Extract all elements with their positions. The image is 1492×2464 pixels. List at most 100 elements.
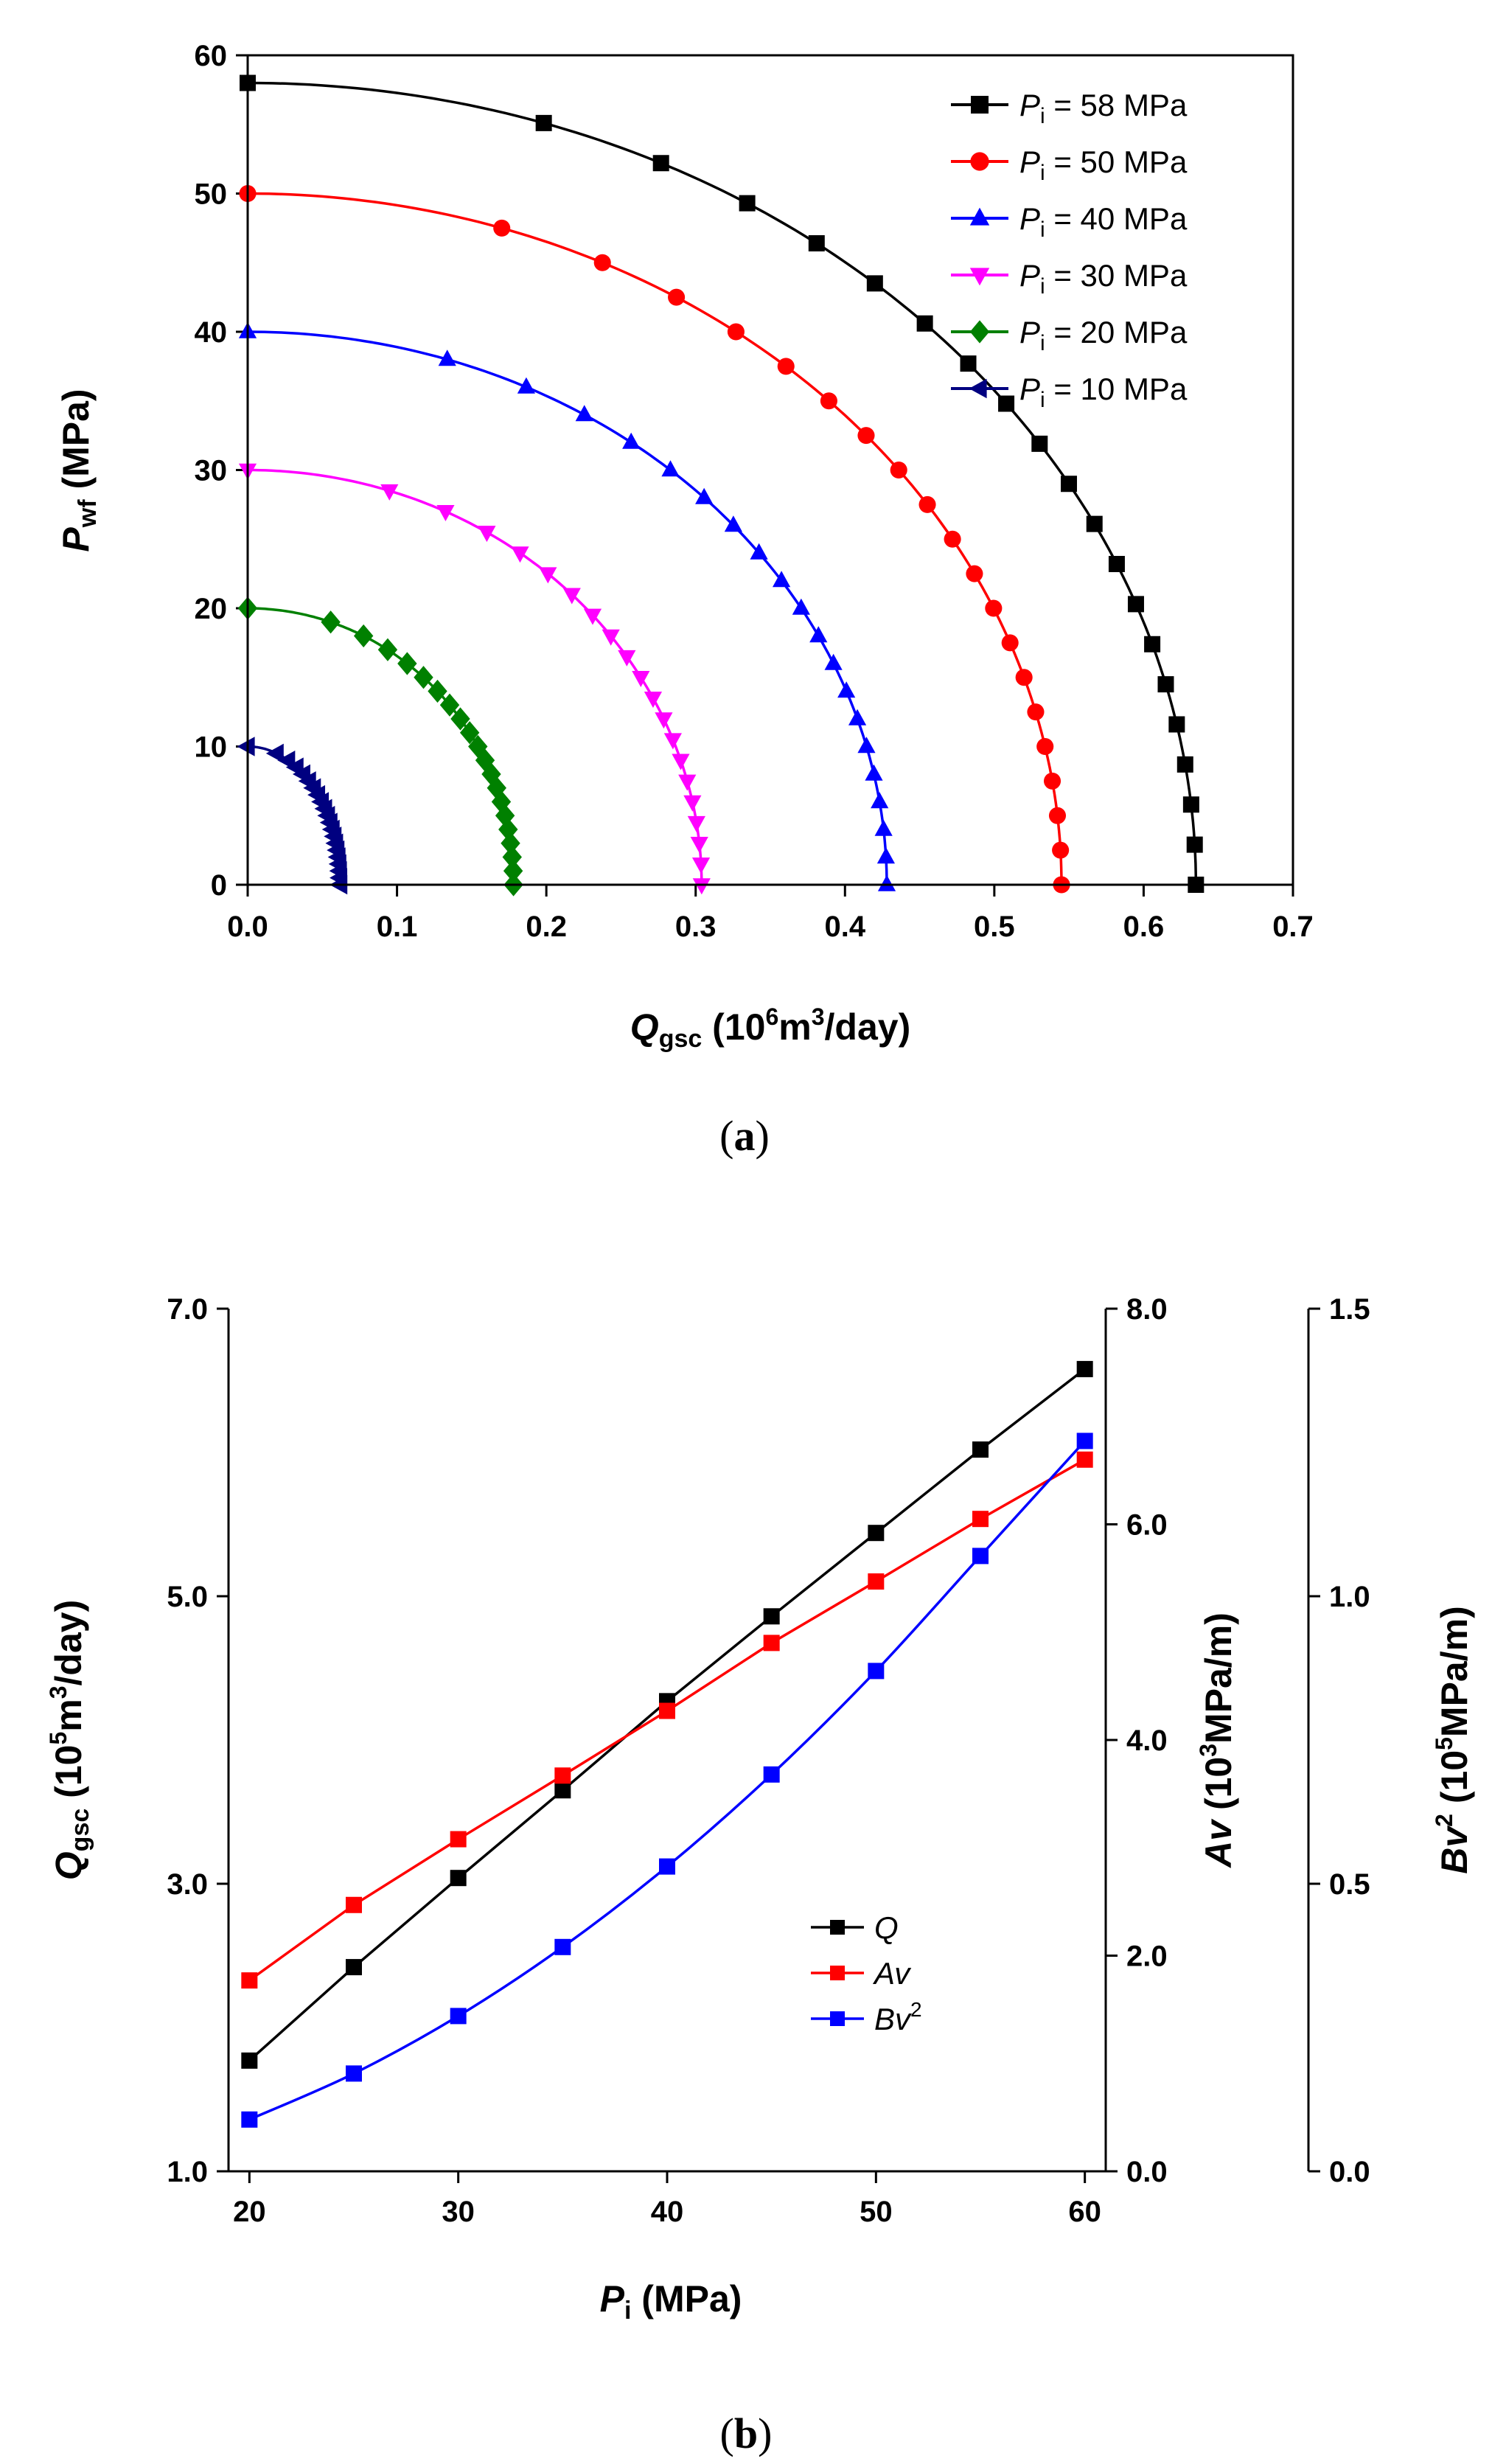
panel-a-data-point	[468, 734, 488, 759]
panel-a-data-point	[353, 624, 374, 648]
panel-a-data-point	[397, 652, 417, 675]
panel-b-x-tick-label: 50	[860, 2196, 893, 2228]
panel-b-data-point	[972, 1441, 989, 1458]
panel-b-chart: 20 30 40 50 60 1.0 3.0 5.0 7.0 0.0 2.0 4.0 6.0 8.0 0.0…	[45, 1293, 1475, 2457]
panel-a-x-tick-label: 0.1	[377, 911, 418, 943]
panel-a-series-group	[237, 74, 1205, 897]
panel-a-series-pi-30	[238, 463, 711, 895]
panel-b-bv-tick-label: 1.5	[1329, 1293, 1370, 1326]
panel-a-data-point	[792, 598, 810, 615]
panel-b-av-tick-label: 8.0	[1126, 1293, 1168, 1326]
panel-a-data-point	[644, 692, 663, 709]
panel-a-data-point	[944, 530, 961, 548]
panel-a-data-point	[593, 254, 611, 271]
panel-a-data-point	[1168, 716, 1185, 733]
panel-a-data-point	[865, 764, 883, 781]
panel-a-data-point	[414, 666, 433, 689]
panel-a-legend-entry: Pi = 30 MPa	[951, 258, 1188, 299]
panel-a-data-point	[672, 754, 690, 770]
panel-b-data-point	[346, 1896, 362, 1913]
panel-b-data-point	[554, 1782, 571, 1799]
panel-a-legend-marker	[969, 207, 990, 226]
panel-a-legend-entry: Pi = 40 MPa	[951, 201, 1188, 242]
panel-a-data-point	[583, 608, 602, 625]
panel-b-x-axis-label: Pi (MPa)	[600, 2278, 742, 2325]
panel-b-data-point	[450, 2008, 467, 2025]
panel-a-data-point	[1043, 772, 1062, 790]
panel-b-data-point	[554, 1767, 571, 1784]
panel-a-y-tick-label: 10	[195, 731, 228, 764]
panel-a-legend-marker	[969, 378, 987, 399]
panel-b-data-point	[1076, 1433, 1093, 1449]
panel-a-data-point	[575, 405, 593, 422]
panel-a-data-point	[809, 626, 828, 643]
panel-a-data-point	[1186, 836, 1203, 853]
panel-a-data-point	[890, 461, 907, 479]
panel-a-legend-label: Pi = 10 MPa	[1019, 372, 1188, 412]
panel-a-data-point	[321, 610, 341, 634]
panel-b-data-point	[868, 1663, 885, 1680]
panel-a-data-point	[772, 571, 791, 588]
panel-a-x-axis-label: Qgsc (106m3/day)	[630, 1003, 910, 1053]
panel-a-legend-entry: Pi = 58 MPa	[951, 88, 1188, 128]
panel-a-data-point	[503, 859, 523, 883]
panel-a-data-point	[517, 377, 536, 394]
panel-a-legend-label: Pi = 40 MPa	[1019, 201, 1188, 242]
panel-b-data-point	[972, 1511, 989, 1528]
panel-b-legend-entry: Av	[811, 1956, 912, 1991]
panel-a-data-point	[985, 599, 1003, 617]
panel-a-data-point	[690, 836, 708, 853]
panel-a-data-point	[848, 709, 867, 725]
panel-a-data-point	[724, 515, 742, 532]
panel-b-data-point	[868, 1525, 885, 1542]
panel-b-legend-entry: Bv2	[811, 1998, 922, 2036]
panel-a-data-point	[916, 315, 933, 332]
panel-a-data-point	[876, 847, 896, 864]
panel-a-data-point	[1031, 435, 1048, 452]
panel-b-legend-label: Q	[874, 1910, 899, 1945]
panel-b-av-tick-label: 4.0	[1126, 1725, 1168, 1757]
panel-a-legend-marker	[971, 96, 989, 114]
panel-b-data-point	[241, 2052, 258, 2069]
panel-a-data-point	[511, 546, 529, 563]
panel-b-left-tick-label: 5.0	[167, 1581, 208, 1613]
panel-b-left-axis-label: Qgsc (105m3/day)	[45, 1600, 94, 1880]
panel-a-data-point	[655, 712, 673, 729]
panel-b-axes: 20 30 40 50 60 1.0 3.0 5.0 7.0 0.0 2.0 4.0 6.0 8.0 0.0…	[167, 1293, 1370, 2228]
panel-a-data-point	[1052, 841, 1070, 859]
panel-b-legend-entry: Q	[811, 1910, 899, 1945]
panel-b-data-point	[868, 1573, 885, 1590]
panel-a-legend-entry: Pi = 50 MPa	[951, 145, 1188, 185]
panel-a-data-point	[1157, 676, 1174, 693]
panel-b-x-tick-label: 60	[1068, 2196, 1101, 2228]
panel-a-data-point	[837, 681, 856, 698]
panel-b-data-point	[554, 1938, 571, 1955]
panel-a-data-point	[678, 774, 697, 791]
panel-b-legend-marker	[830, 2011, 845, 2026]
panel-b-legend-marker	[830, 1920, 845, 1935]
panel-a-data-point	[808, 235, 825, 251]
panel-b-left-tick-label: 3.0	[167, 1868, 208, 1901]
panel-a-data-point	[877, 874, 896, 891]
panel-a-data-point	[857, 737, 876, 754]
panel-a-data-point	[692, 878, 711, 895]
panel-a-data-point	[687, 815, 705, 832]
panel-b-series-line	[248, 1458, 1086, 1982]
panel-a-y-tick-label: 30	[195, 455, 228, 487]
panel-a-data-point	[750, 543, 768, 560]
panel-b-data-point	[1076, 1360, 1093, 1377]
panel-b-legend-label: Bv2	[874, 1998, 922, 2036]
panel-a-data-point	[918, 495, 936, 513]
panel-a-data-point	[377, 638, 398, 661]
panel-a-data-point	[481, 762, 501, 786]
panel-a-data-point	[663, 733, 682, 750]
panel-a-y-axis-label: Pwf (MPa)	[55, 389, 102, 551]
panel-b-data-point	[972, 1548, 989, 1565]
panel-a-data-point	[380, 484, 399, 501]
panel-a-data-point	[602, 629, 620, 646]
panel-a-series-pi-40	[238, 321, 896, 891]
panel-b-series-q	[241, 1360, 1093, 2069]
panel-b-left-tick-label: 7.0	[167, 1293, 208, 1326]
panel-a-legend-marker	[969, 320, 990, 344]
panel-b-data-point	[346, 1959, 362, 1976]
